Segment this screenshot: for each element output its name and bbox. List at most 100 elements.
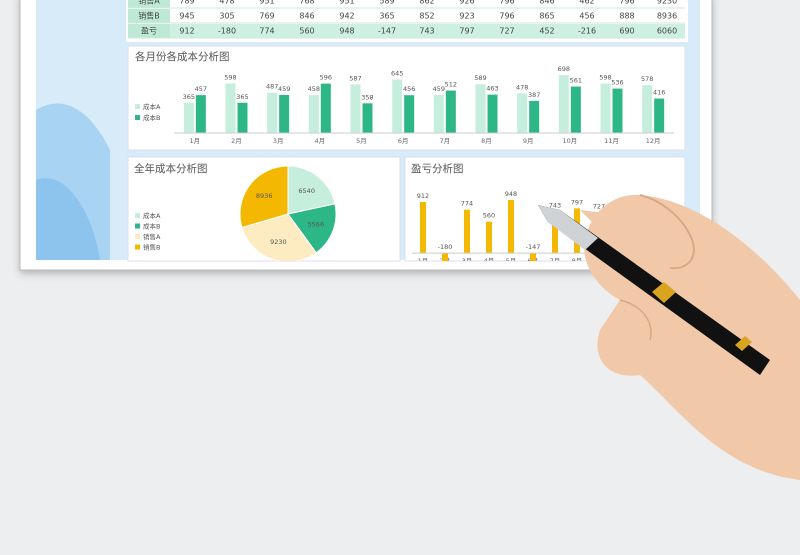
cell: 789 bbox=[179, 0, 194, 6]
value-label: 512 bbox=[445, 81, 457, 89]
value-label: 358 bbox=[361, 93, 373, 101]
pie-slice bbox=[239, 165, 289, 229]
cell: 923 bbox=[459, 12, 474, 21]
bar bbox=[464, 209, 470, 254]
bar bbox=[350, 84, 361, 133]
x-tick-label: 4月 bbox=[315, 137, 326, 145]
cell: 846 bbox=[539, 0, 554, 6]
x-tick-label: 10月 bbox=[562, 137, 577, 145]
bar bbox=[362, 103, 373, 133]
x-tick-label: 6月 bbox=[398, 137, 409, 145]
value-label: 774 bbox=[461, 200, 473, 208]
row-highlight bbox=[128, 24, 685, 38]
value-label: 416 bbox=[653, 89, 665, 97]
value-label: 487 bbox=[266, 83, 278, 91]
cell: 796 bbox=[499, 12, 514, 21]
value-label: 365 bbox=[236, 93, 248, 101]
cell: 478 bbox=[219, 0, 234, 6]
x-tick-label: 8月 bbox=[481, 137, 492, 145]
bar bbox=[475, 84, 486, 133]
value-label: 589 bbox=[474, 74, 486, 82]
value-label: 457 bbox=[195, 85, 207, 93]
value-label: 9230 bbox=[270, 238, 287, 246]
value-label: 560 bbox=[483, 212, 495, 220]
cell: 452 bbox=[539, 27, 554, 36]
value-label: 463 bbox=[486, 85, 498, 93]
bar bbox=[530, 253, 536, 261]
bar bbox=[308, 95, 319, 133]
x-tick-label: 4月 bbox=[484, 257, 495, 265]
value-label: 8936 bbox=[256, 192, 273, 200]
bar bbox=[442, 253, 448, 261]
bar bbox=[445, 90, 456, 133]
legend-label: 成本B bbox=[143, 222, 160, 231]
bar bbox=[558, 75, 569, 133]
bar bbox=[642, 85, 653, 133]
row-label: 销售B bbox=[138, 11, 160, 21]
x-tick-label: 11月 bbox=[604, 137, 619, 145]
legend-swatch bbox=[135, 223, 140, 229]
x-tick-label: 2月 bbox=[231, 137, 242, 145]
pie-slice bbox=[287, 165, 336, 215]
cell: 951 bbox=[259, 0, 274, 6]
cell: -216 bbox=[578, 27, 596, 36]
decor bbox=[36, 178, 100, 260]
value-label: -180 bbox=[438, 243, 453, 251]
cell: 926 bbox=[459, 0, 474, 6]
cell: 942 bbox=[339, 12, 354, 21]
value-label: 5566 bbox=[308, 221, 325, 229]
cell: 769 bbox=[259, 12, 274, 21]
legend-swatch bbox=[135, 104, 140, 109]
x-tick-label: 1月 bbox=[418, 257, 429, 265]
value-label: 578 bbox=[641, 75, 653, 83]
bar bbox=[654, 98, 665, 133]
cell: 945 bbox=[179, 12, 194, 21]
x-tick-label: 12月 bbox=[646, 137, 661, 145]
x-tick-label: 7月 bbox=[550, 257, 561, 265]
bar bbox=[279, 94, 290, 133]
value-label: 912 bbox=[417, 192, 429, 200]
cell: 690 bbox=[619, 27, 634, 36]
bar bbox=[508, 199, 514, 254]
value-label: 459 bbox=[278, 85, 290, 93]
bar bbox=[237, 102, 248, 133]
cell: -147 bbox=[378, 27, 396, 36]
label-cell bbox=[128, 0, 170, 8]
cell: 797 bbox=[459, 27, 474, 36]
chart-title: 全年成本分析图 bbox=[134, 162, 208, 175]
cell: 796 bbox=[499, 0, 514, 6]
cell: 951 bbox=[339, 0, 354, 6]
value-label: 797 bbox=[571, 198, 583, 206]
x-tick-label: 9月 bbox=[523, 137, 534, 145]
value-label: 727 bbox=[593, 202, 605, 210]
legend-label: 成本B bbox=[143, 113, 160, 122]
cell: 560 bbox=[299, 27, 314, 36]
pie-slice bbox=[287, 203, 337, 254]
value-label: 743 bbox=[549, 201, 561, 209]
legend-swatch bbox=[135, 213, 140, 218]
cell: 462 bbox=[579, 0, 594, 6]
bar bbox=[404, 95, 415, 133]
value-label: 365 bbox=[183, 93, 195, 101]
label-cell bbox=[128, 24, 170, 38]
cell: 768 bbox=[299, 0, 314, 6]
table: 销售A 789 478 951 768 951 589 862 926 796 846 462 796 9… bbox=[128, 0, 685, 39]
cell: 774 bbox=[259, 27, 274, 36]
bar bbox=[612, 88, 623, 133]
value-label: 587 bbox=[349, 74, 361, 82]
cell: 846 bbox=[299, 12, 314, 21]
row-label: 盈亏 bbox=[141, 27, 157, 36]
x-tick-label: 3月 bbox=[273, 137, 284, 145]
bar bbox=[433, 94, 444, 133]
chart-title: 各月份各成本分析图 bbox=[135, 50, 230, 63]
legend-label: 成本A bbox=[143, 102, 161, 111]
bar bbox=[600, 83, 611, 133]
bar bbox=[487, 94, 498, 133]
value-label: 478 bbox=[516, 83, 528, 91]
cell: 305 bbox=[219, 12, 234, 21]
bar bbox=[420, 201, 426, 254]
bar bbox=[195, 95, 206, 133]
